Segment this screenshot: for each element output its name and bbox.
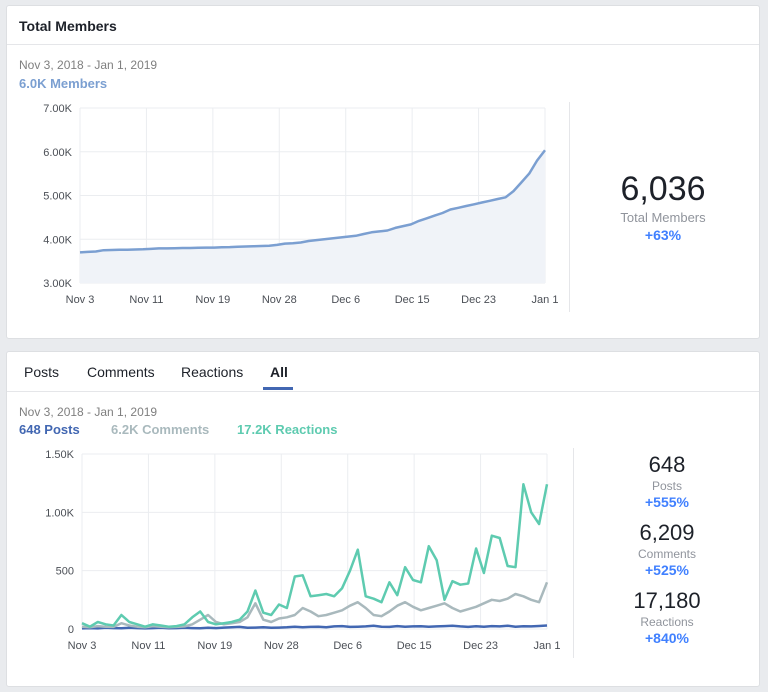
x-tick-label: Nov 19 [195,294,230,306]
chart-divider [569,102,570,312]
reactions-metric-label: 17.2K Reactions [237,422,338,437]
date-range: Nov 3, 2018 - Jan 1, 2019 [19,405,158,419]
x-tick-label: Jan 1 [534,640,561,652]
x-tick-label: Nov 28 [264,640,299,652]
total-members-card: Total Members Nov 3, 2018 - Jan 1, 2019 … [6,5,760,339]
y-tick-label: 1.00K [45,507,74,519]
reactions-stat-label: Reactions [640,615,694,629]
members-metric-label: 6.0K Members [19,76,108,91]
comments-stat-change: +525% [645,562,689,578]
total-members-change: +63% [644,227,682,243]
activity-card: Posts Comments Reactions All Nov 3, 2018… [6,351,760,687]
x-tick-label: Dec 23 [461,294,496,306]
comments-stat-value: 6,209 [639,520,695,545]
posts-stat-label: Posts [651,479,682,493]
series-area [80,150,545,283]
series-line-members [79,149,546,254]
tab-reactions[interactable]: Reactions [181,364,244,380]
x-tick-label: Dec 23 [463,640,498,652]
active-tab-indicator [263,387,293,390]
y-tick-label: 4.00K [43,234,72,246]
series-line-reactions [81,483,549,628]
posts-metric-label: 648 Posts [19,422,80,437]
y-tick-label: 7.00K [43,103,72,115]
x-tick-label: Nov 19 [197,640,232,652]
x-tick-label: Nov 28 [262,294,297,306]
y-tick-label: 3.00K [43,278,72,290]
tab-all[interactable]: All [270,364,288,380]
x-tick-label: Jan 1 [532,294,559,306]
x-tick-label: Nov 11 [131,640,165,652]
tab-comments[interactable]: Comments [87,364,155,380]
date-range: Nov 3, 2018 - Jan 1, 2019 [19,58,158,72]
members-chart: 3.00K 4.00K 5.00K 6.00K 7.00K Nov 3 Nov 11 Nov … [43,103,559,306]
posts-stat-change: +555% [645,494,689,510]
tab-bar: Posts Comments Reactions All [7,352,759,392]
x-tick-label: Nov 3 [66,294,95,306]
tab-posts[interactable]: Posts [24,364,60,380]
activity-chart: 0 500 1.00K 1.50K Nov 3 Nov 11 Nov 19 Nov 28 Dec… [45,449,561,652]
chart-divider [573,448,574,658]
y-tick-label: 0 [68,624,74,636]
y-tick-label: 1.50K [45,449,74,461]
x-tick-label: Dec 15 [397,640,432,652]
y-tick-label: 5.00K [43,191,72,203]
posts-stat-value: 648 [648,452,686,477]
reactions-stat-value: 17,180 [633,588,701,613]
x-tick-label: Dec 6 [333,640,362,652]
header-divider [7,44,759,45]
reactions-stat-change: +840% [645,630,689,646]
card-title: Total Members [19,18,117,34]
total-members-value: 6,036 [620,170,706,208]
y-tick-label: 6.00K [43,147,72,159]
x-tick-label: Dec 15 [395,294,430,306]
total-members-label: Total Members [620,210,706,225]
y-tick-label: 500 [56,566,74,578]
x-tick-label: Nov 3 [68,640,97,652]
comments-metric-label: 6.2K Comments [111,422,210,437]
x-tick-label: Dec 6 [331,294,360,306]
series-line-comments [81,581,549,629]
comments-stat-label: Comments [637,547,696,561]
x-tick-label: Nov 11 [129,294,163,306]
